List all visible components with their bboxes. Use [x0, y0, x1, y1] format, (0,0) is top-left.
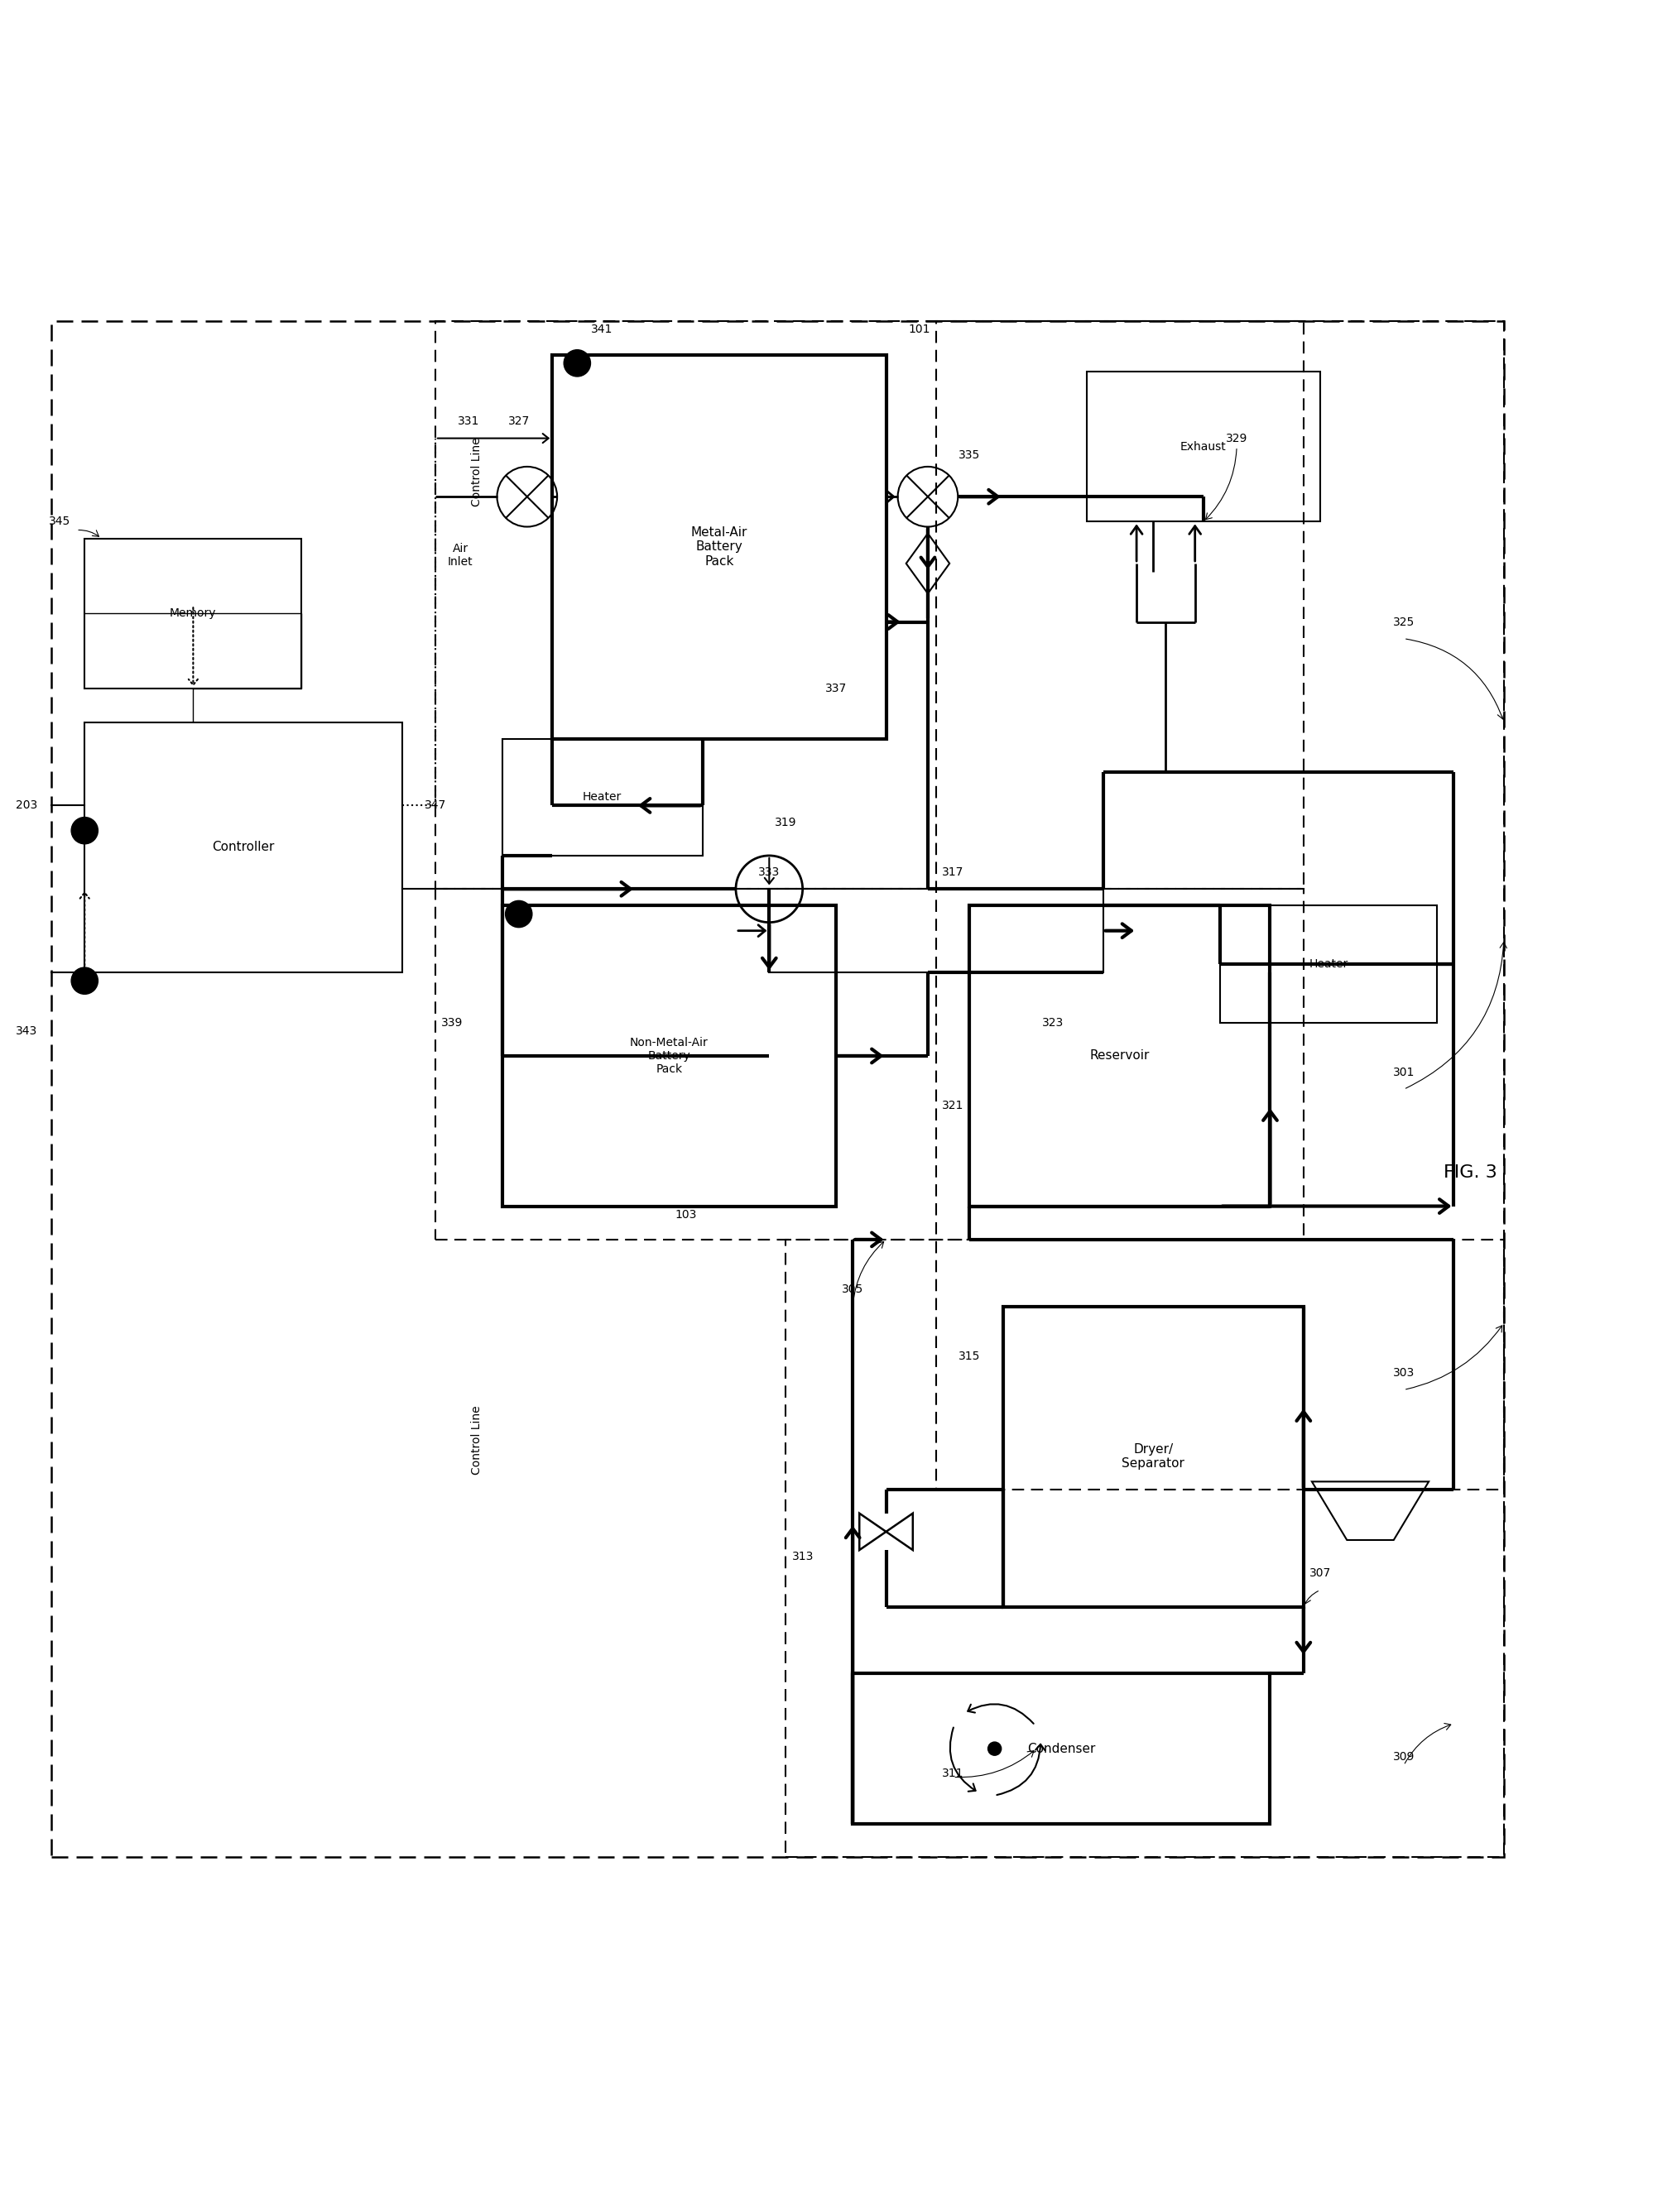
Text: 315: 315 [958, 1352, 980, 1363]
Text: 101: 101 [908, 323, 930, 336]
Text: Controller: Controller [212, 841, 274, 854]
Circle shape [563, 349, 590, 376]
Text: 103: 103 [675, 1208, 697, 1221]
Circle shape [72, 967, 99, 993]
Text: 323: 323 [1042, 1018, 1063, 1029]
Text: 309: 309 [1393, 1752, 1415, 1763]
Text: Heater: Heater [582, 792, 622, 803]
Bar [52, 321, 1503, 1858]
Text: 341: 341 [592, 323, 614, 336]
Text: Non-Metal-Air
Battery
Pack: Non-Metal-Air Battery Pack [630, 1037, 709, 1075]
Bar [502, 739, 702, 856]
Text: 347: 347 [425, 801, 446, 812]
Bar [1221, 905, 1438, 1022]
Text: 321: 321 [941, 1099, 963, 1113]
Text: Heater: Heater [1309, 958, 1348, 969]
Text: Control Line: Control Line [472, 1405, 483, 1475]
Bar [970, 905, 1271, 1206]
Text: 313: 313 [791, 1551, 814, 1562]
Bar [853, 1674, 1271, 1825]
Bar [552, 354, 886, 739]
Text: 339: 339 [441, 1018, 463, 1029]
Text: 303: 303 [1393, 1367, 1415, 1378]
Text: 203: 203 [15, 801, 37, 812]
Text: 331: 331 [458, 416, 480, 427]
Bar [502, 905, 836, 1206]
Bar [85, 538, 301, 688]
Bar [435, 889, 1304, 1239]
Text: 325: 325 [1393, 617, 1415, 628]
Text: FIG. 3: FIG. 3 [1443, 1164, 1498, 1181]
Circle shape [988, 1743, 1002, 1756]
Text: 345: 345 [48, 515, 70, 526]
Text: Reservoir: Reservoir [1090, 1051, 1150, 1062]
Text: 333: 333 [759, 867, 781, 878]
Text: Condenser: Condenser [1027, 1743, 1095, 1754]
Text: 343: 343 [15, 1024, 37, 1037]
Text: 335: 335 [958, 449, 980, 460]
Text: 317: 317 [941, 867, 963, 878]
Text: Control Line: Control Line [472, 438, 483, 507]
Circle shape [505, 900, 532, 927]
Text: 329: 329 [1226, 434, 1247, 445]
Bar [435, 321, 1304, 889]
Bar [936, 321, 1503, 1491]
Text: Metal-Air
Battery
Pack: Metal-Air Battery Pack [691, 526, 747, 568]
Bar [786, 1239, 1503, 1858]
Text: Dryer/
Separator: Dryer/ Separator [1122, 1442, 1185, 1471]
Text: Memory: Memory [171, 608, 217, 619]
Text: 305: 305 [841, 1283, 863, 1296]
Bar [85, 721, 401, 973]
Text: 327: 327 [508, 416, 530, 427]
Text: Air
Inlet: Air Inlet [448, 542, 473, 568]
Text: Exhaust: Exhaust [1180, 440, 1226, 453]
Text: 311: 311 [941, 1767, 963, 1778]
Bar [1003, 1307, 1304, 1606]
Bar [1087, 372, 1321, 522]
Bar [769, 889, 1104, 973]
Text: 307: 307 [1309, 1568, 1331, 1579]
Text: 337: 337 [826, 684, 846, 695]
Circle shape [72, 816, 99, 845]
Text: 319: 319 [774, 816, 798, 827]
Text: 301: 301 [1393, 1066, 1415, 1079]
